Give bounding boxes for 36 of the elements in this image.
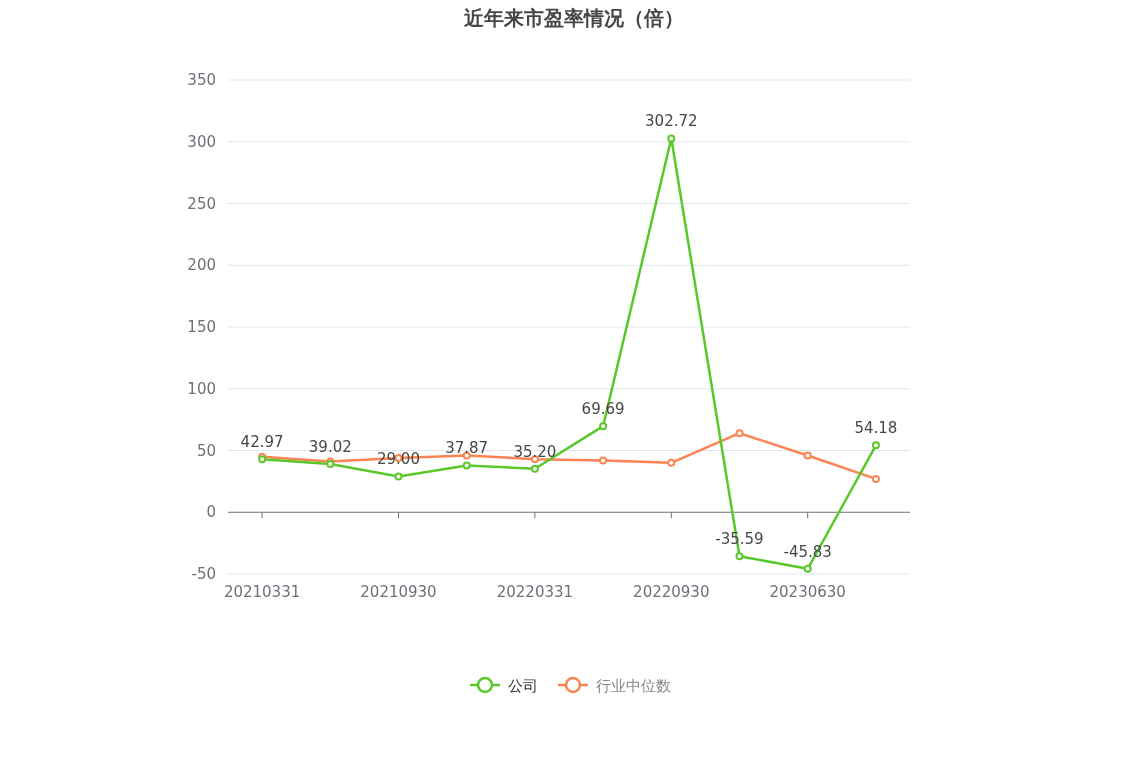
point: [735, 429, 744, 438]
x-tick-label: 20210331: [223, 583, 301, 601]
point: [462, 461, 471, 470]
y-tick-label: 0: [206, 503, 216, 522]
y-tick-label: 300: [187, 132, 216, 151]
x-tick-label: 20210930: [360, 583, 437, 601]
point: [871, 441, 880, 450]
point: [530, 464, 539, 473]
legend-label: 公司: [508, 677, 538, 695]
point: [803, 451, 812, 460]
y-tick-label: 100: [187, 379, 216, 398]
point: [599, 456, 608, 465]
point: [667, 134, 676, 143]
data-label: 39.02: [308, 438, 352, 457]
point: [735, 552, 744, 561]
x-tick-label: 20220331: [496, 583, 574, 601]
data-label: 37.87: [445, 439, 489, 458]
chart-title: 近年来市盈率情况（倍）: [463, 6, 684, 30]
point: [667, 458, 676, 467]
x-tick-label: 20230630: [769, 583, 846, 601]
point: [803, 564, 812, 573]
y-tick-label: 200: [187, 256, 216, 275]
y-tick-label: -50: [191, 565, 216, 583]
y-tick-label: 50: [196, 441, 216, 460]
point: [394, 472, 403, 481]
legend-label: 行业中位数: [596, 677, 671, 695]
y-tick-label: 150: [187, 318, 216, 336]
data-label: 302.72: [645, 112, 698, 131]
x-tick-label: 20220930: [633, 583, 710, 601]
y-tick-label: 250: [187, 194, 216, 213]
data-label: 42.97: [240, 433, 284, 452]
data-label: 54.18: [854, 419, 898, 438]
point: [871, 474, 880, 483]
data-label: 35.20: [513, 442, 557, 461]
point: [599, 422, 608, 431]
y-tick-label: 350: [187, 71, 216, 89]
